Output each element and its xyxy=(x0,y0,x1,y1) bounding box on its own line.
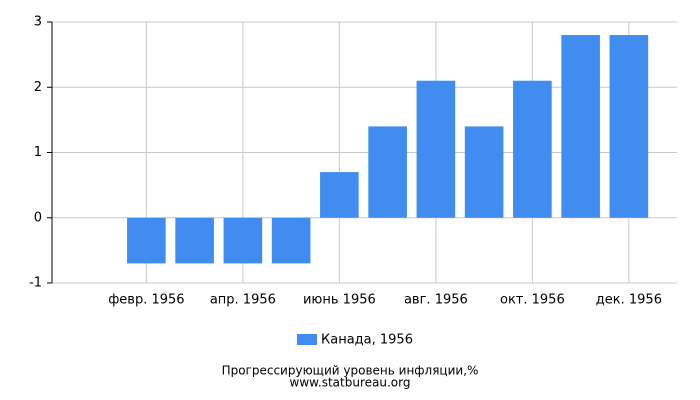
x-tick-label: дек. 1956 xyxy=(596,293,662,308)
chart-title: Прогрессирующий уровень инфляции,% xyxy=(222,364,479,378)
bar xyxy=(416,80,456,218)
x-tick-label: апр. 1956 xyxy=(210,293,276,308)
bar xyxy=(609,35,649,218)
x-tick-label: авг. 1956 xyxy=(404,293,468,308)
bar xyxy=(513,80,552,218)
bar xyxy=(271,217,311,264)
x-tick-label: июнь 1956 xyxy=(303,293,376,308)
y-tick-label: 1 xyxy=(34,145,42,160)
chart-subtitle: www.statbureau.org xyxy=(290,376,411,390)
bar xyxy=(464,126,504,218)
x-tick-label: окт. 1956 xyxy=(500,293,565,308)
y-tick-label: 2 xyxy=(34,80,42,95)
bar xyxy=(320,172,359,218)
y-tick-label: 0 xyxy=(34,210,42,225)
y-tick-label: 3 xyxy=(34,15,42,30)
y-tick-label: -1 xyxy=(29,276,42,291)
bar xyxy=(368,126,407,218)
bar xyxy=(175,217,214,264)
bar xyxy=(561,35,600,218)
bar xyxy=(223,217,263,264)
x-tick-label: февр. 1956 xyxy=(108,293,184,308)
bar xyxy=(127,217,166,264)
legend-swatch xyxy=(297,334,317,345)
legend-label: Канада, 1956 xyxy=(321,333,413,348)
